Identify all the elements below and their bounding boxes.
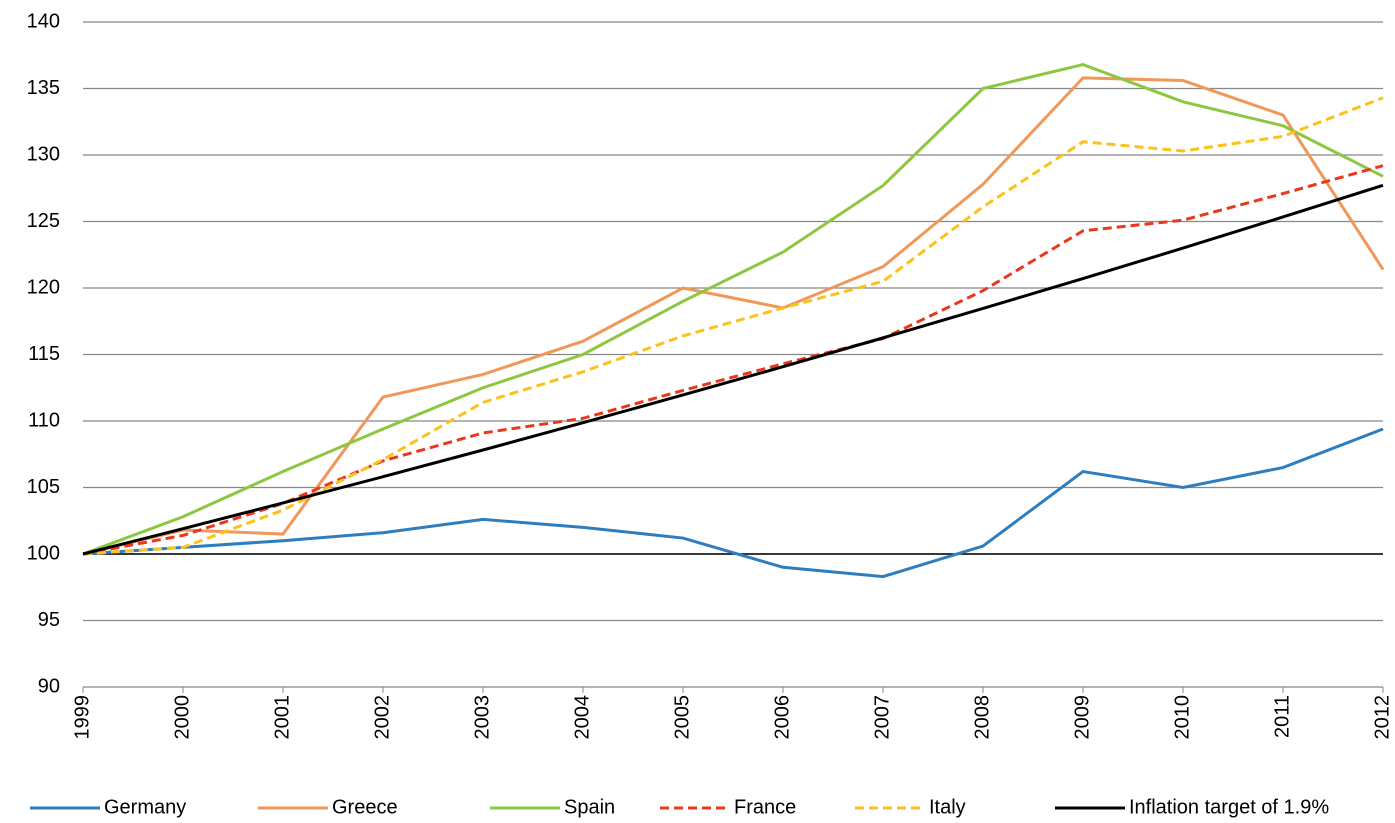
y-tick-label: 140 [27,10,60,32]
legend-label: Spain [564,796,615,818]
x-tick-label: 2011 [1271,695,1293,738]
y-tick-label: 120 [27,276,60,298]
x-tick-label: 2001 [271,695,293,740]
line-series [82,427,1384,579]
legend-label: Inflation target of 1.9% [1129,796,1329,818]
legend-label: Italy [929,796,966,818]
y-tick-label: 125 [27,210,60,232]
legend-label: Greece [332,796,398,818]
y-tick-label: 130 [27,143,60,165]
x-tick-label: 2008 [971,695,993,740]
x-tick-label: 2003 [471,695,493,740]
y-tick-label: 110 [28,409,60,431]
y-tick-label: 135 [27,77,60,99]
x-tick-label: 2007 [871,695,893,740]
x-tick-label: 2006 [771,695,793,740]
x-tick-label: 2012 [1371,695,1393,740]
legend-label: Germany [104,796,186,818]
x-tick-label: 1999 [71,695,93,740]
x-tick-label: 2009 [1071,695,1093,740]
x-tick-label: 2005 [671,695,693,740]
y-tick-label: 95 [38,609,60,631]
line-series [82,183,1384,556]
x-tick-label: 2002 [371,695,393,740]
y-tick-label: 115 [28,343,60,365]
line-series [82,96,1384,556]
x-tick-label: 2010 [1171,695,1193,740]
line-series [82,164,1384,556]
legend-label: France [734,796,796,818]
line-series [82,76,1385,556]
y-tick-label: 105 [27,476,60,498]
x-tick-label: 2000 [171,695,193,740]
y-tick-label: 90 [38,675,60,697]
x-tick-label: 2004 [571,695,593,740]
y-tick-label: 100 [27,542,60,564]
line-series [82,62,1384,556]
